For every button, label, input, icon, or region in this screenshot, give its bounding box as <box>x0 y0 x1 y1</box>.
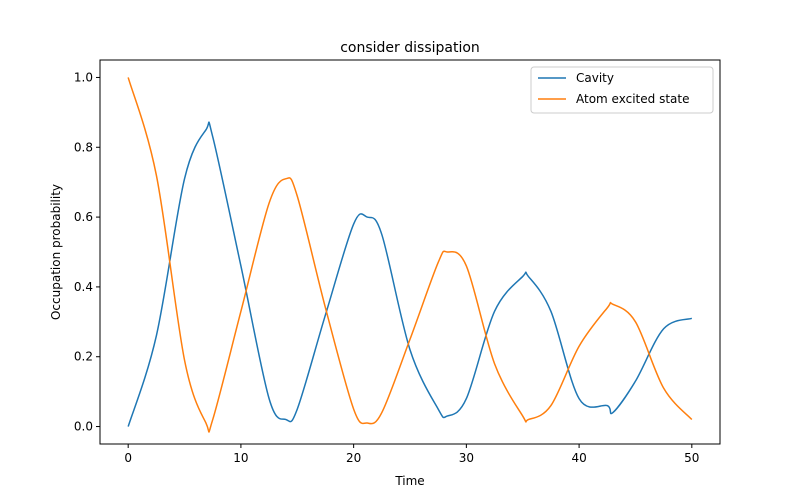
plot-frame <box>99 59 721 445</box>
x-tick-label: 0 <box>124 451 132 465</box>
series-line-cavity <box>127 121 693 427</box>
x-tick-label: 10 <box>233 451 248 465</box>
x-tick-label: 30 <box>459 451 474 465</box>
y-axis-label: Occupation probability <box>49 184 63 320</box>
y-tick-label: 0.8 <box>74 140 93 154</box>
x-tick-label: 40 <box>571 451 586 465</box>
legend-label-atom: Atom excited state <box>576 92 689 106</box>
legend-box <box>530 66 714 114</box>
y-tick-label: 0.2 <box>74 350 93 364</box>
chart-title: consider dissipation <box>340 40 480 56</box>
legend-label-cavity: Cavity <box>576 71 614 85</box>
legend: Cavity Atom excited state <box>530 66 714 114</box>
y-tick-label: 0.0 <box>74 420 93 434</box>
series-layer <box>127 77 693 433</box>
series-line-atom-excited-state <box>127 77 693 433</box>
y-axis: 0.0 0.2 0.4 0.6 0.8 1.0 <box>74 70 100 434</box>
x-axis-label: Time <box>394 474 424 488</box>
y-tick-label: 0.6 <box>74 210 93 224</box>
x-axis: 0 10 20 30 40 50 <box>124 444 699 465</box>
x-tick-label: 50 <box>684 451 699 465</box>
x-tick-label: 20 <box>346 451 361 465</box>
y-tick-label: 0.4 <box>74 280 93 294</box>
y-tick-label: 1.0 <box>74 70 93 84</box>
